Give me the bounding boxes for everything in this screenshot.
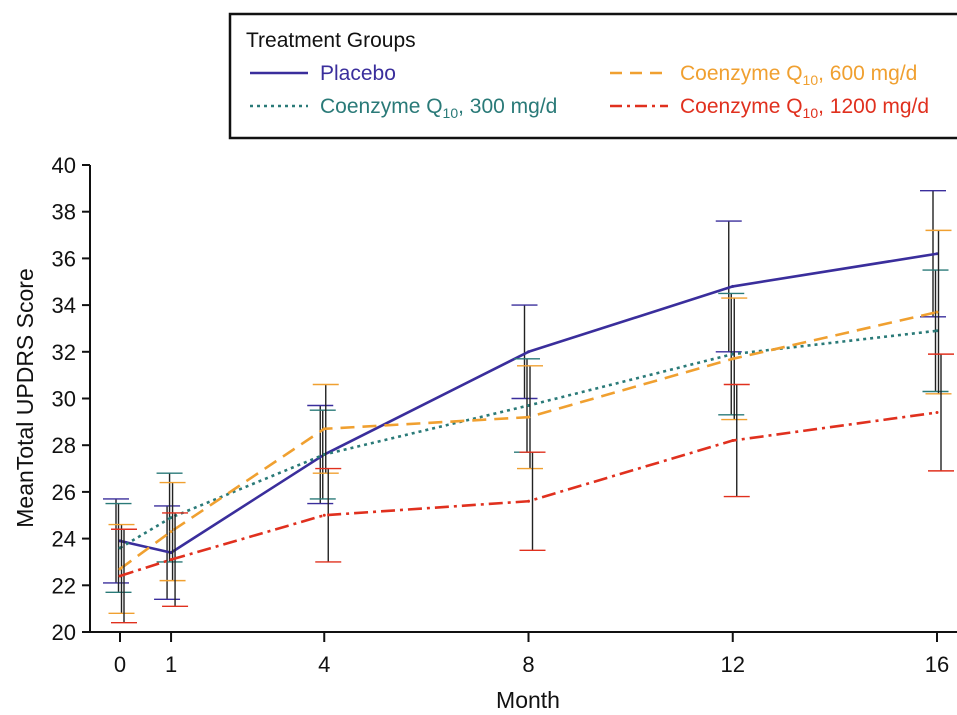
data-point: [527, 499, 530, 503]
y-tick-label: 30: [52, 387, 76, 412]
data-point: [527, 350, 530, 354]
data-point: [118, 574, 122, 578]
legend-label: Placebo: [320, 62, 396, 85]
y-tick-label: 40: [52, 153, 76, 178]
data-point: [935, 310, 939, 314]
y-tick-label: 20: [52, 620, 76, 645]
data-point: [169, 530, 173, 534]
data-point: [118, 539, 122, 543]
x-tick-label: 4: [318, 652, 330, 677]
data-point: [935, 252, 939, 256]
y-axis-title: MeanTotal UPDRS Score: [12, 268, 38, 528]
x-axis: 0 1 4 8 12 16 Month: [90, 631, 957, 713]
x-tick-label: 16: [925, 652, 949, 677]
series-2: [108, 229, 952, 615]
data-point: [322, 513, 326, 517]
data-point: [169, 516, 173, 520]
series-3: [111, 353, 954, 624]
y-tick-label: 34: [52, 293, 76, 318]
series-line: [119, 329, 938, 550]
data-point: [169, 558, 173, 562]
series-line: [119, 310, 938, 571]
x-tick-label: 0: [114, 652, 126, 677]
y-tick-label: 24: [52, 527, 76, 552]
y-axis: 20 22 24 26 28 30 32 34 36 38 40 MeanTotal UPDRS S…: [12, 153, 91, 645]
data-point: [731, 439, 735, 443]
legend-label: Coenzyme Q10, 300 mg/d: [320, 95, 557, 121]
y-tick-label: 38: [52, 200, 76, 225]
legend-item: Placebo: [250, 62, 396, 85]
data-point: [731, 284, 735, 288]
data-point: [322, 427, 326, 431]
series-line: [119, 252, 938, 554]
data-point: [322, 453, 326, 457]
legend: Treatment Groups Placebo Coenzyme Q10, 30…: [228, 12, 957, 140]
data-point: [118, 567, 122, 571]
legend-title: Treatment Groups: [246, 29, 416, 52]
legend-label: Coenzyme Q10, 600 mg/d: [680, 62, 917, 88]
data-point: [731, 352, 735, 356]
data-point: [527, 415, 530, 419]
y-tick-label: 26: [52, 480, 76, 505]
legend-item: Coenzyme Q10, 600 mg/d: [610, 62, 917, 88]
data-point: [731, 357, 735, 361]
series-1: [105, 269, 949, 594]
legend-label: Coenzyme Q10, 1200 mg/d: [680, 95, 929, 121]
series-0: [103, 189, 946, 601]
legend-items: Placebo Coenzyme Q10, 300 mg/d Coenzyme Q1…: [250, 62, 929, 121]
y-tick-label: 36: [52, 246, 76, 271]
legend-item: Coenzyme Q10, 1200 mg/d: [610, 95, 929, 121]
x-tick-label: 8: [522, 652, 534, 677]
legend-box: [228, 12, 957, 140]
x-tick-label: 1: [165, 652, 177, 677]
y-ticks: 20 22 24 26 28 30 32 34 36 38 40: [52, 153, 90, 645]
x-tick-label: 12: [721, 652, 745, 677]
data-point: [118, 546, 122, 550]
data-point: [935, 411, 939, 415]
x-ticks: 0 1 4 8 12 16: [114, 632, 949, 677]
series-layer: [103, 189, 954, 624]
data-point: [935, 329, 939, 333]
x-axis-title: Month: [496, 687, 560, 713]
data-point: [527, 404, 530, 408]
y-tick-label: 32: [52, 340, 76, 365]
legend-item: Coenzyme Q10, 300 mg/d: [250, 95, 557, 121]
data-point: [169, 551, 173, 555]
y-tick-label: 22: [52, 573, 76, 598]
series-line: [119, 411, 938, 578]
y-tick-label: 28: [52, 433, 76, 458]
